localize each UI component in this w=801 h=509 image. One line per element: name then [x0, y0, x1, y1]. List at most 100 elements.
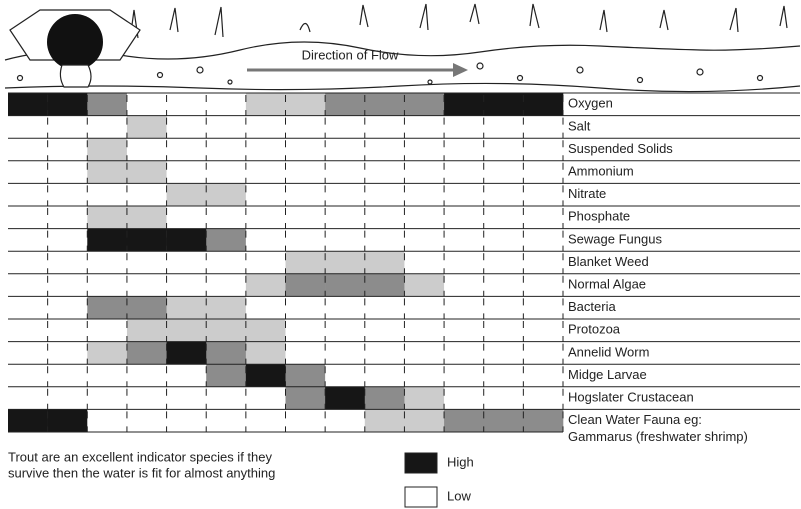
level-cell: [8, 409, 48, 432]
level-cell: [206, 387, 246, 410]
level-cell: [325, 206, 365, 229]
level-cell: [365, 229, 405, 252]
level-cell: [325, 251, 365, 274]
level-cell: [325, 387, 365, 410]
row-label: Midge Larvae: [568, 367, 647, 382]
level-cell: [8, 93, 48, 116]
level-cell: [404, 161, 444, 184]
level-cell: [8, 116, 48, 139]
level-cell: [523, 274, 563, 297]
flow-label: Direction of Flow: [302, 47, 399, 62]
level-cell: [404, 183, 444, 206]
row-label: Ammonium: [568, 164, 634, 179]
level-cell: [286, 138, 326, 161]
level-cell: [523, 93, 563, 116]
level-cell: [286, 409, 326, 432]
level-cell: [87, 206, 127, 229]
level-cell: [127, 206, 167, 229]
level-cell: [365, 183, 405, 206]
level-cell: [127, 409, 167, 432]
level-cell: [523, 319, 563, 342]
level-cell: [484, 116, 524, 139]
note-text: Trout are an excellent indicator species…: [8, 449, 272, 464]
level-cell: [48, 342, 88, 365]
row-label: Blanket Weed: [568, 254, 649, 269]
level-cell: [523, 251, 563, 274]
level-cell: [87, 274, 127, 297]
level-cell: [87, 138, 127, 161]
level-cell: [246, 409, 286, 432]
level-cell: [127, 161, 167, 184]
level-cell: [48, 116, 88, 139]
level-cell: [48, 206, 88, 229]
level-cell: [444, 364, 484, 387]
level-cell: [167, 116, 207, 139]
level-cell: [286, 251, 326, 274]
level-cell: [87, 161, 127, 184]
level-cell: [8, 251, 48, 274]
level-cell: [48, 409, 88, 432]
level-cell: [246, 251, 286, 274]
level-cell: [206, 296, 246, 319]
level-cell: [365, 409, 405, 432]
level-cell: [404, 229, 444, 252]
level-cell: [404, 319, 444, 342]
row-label: Protozoa: [568, 322, 621, 337]
level-cell: [246, 229, 286, 252]
level-cell: [87, 296, 127, 319]
level-cell: [206, 161, 246, 184]
level-cell: [325, 93, 365, 116]
level-cell: [365, 251, 405, 274]
level-cell: [8, 387, 48, 410]
level-cell: [206, 116, 246, 139]
level-cell: [286, 342, 326, 365]
level-cell: [365, 138, 405, 161]
level-cell: [167, 409, 207, 432]
level-cell: [365, 342, 405, 365]
level-cell: [48, 364, 88, 387]
level-cell: [444, 274, 484, 297]
level-cell: [325, 364, 365, 387]
level-cell: [167, 138, 207, 161]
level-cell: [246, 183, 286, 206]
level-cell: [286, 319, 326, 342]
row-label: Salt: [568, 118, 591, 133]
level-cell: [365, 116, 405, 139]
level-cell: [444, 206, 484, 229]
level-cell: [8, 183, 48, 206]
level-cell: [286, 206, 326, 229]
level-cell: [167, 93, 207, 116]
level-cell: [167, 206, 207, 229]
level-cell: [246, 161, 286, 184]
level-cell: [484, 364, 524, 387]
level-cell: [523, 387, 563, 410]
level-cell: [404, 409, 444, 432]
level-cell: [127, 342, 167, 365]
level-cell: [167, 342, 207, 365]
level-cell: [127, 138, 167, 161]
level-cell: [48, 93, 88, 116]
level-cell: [167, 274, 207, 297]
level-cell: [246, 93, 286, 116]
level-cell: [444, 387, 484, 410]
level-cell: [444, 116, 484, 139]
level-cell: [523, 116, 563, 139]
level-cell: [484, 138, 524, 161]
level-cell: [325, 274, 365, 297]
level-cell: [484, 183, 524, 206]
level-cell: [484, 319, 524, 342]
level-cell: [444, 138, 484, 161]
level-cell: [484, 229, 524, 252]
row-label: Oxygen: [568, 96, 613, 111]
level-cell: [167, 161, 207, 184]
level-cell: [206, 138, 246, 161]
level-cell: [87, 342, 127, 365]
level-cell: [8, 206, 48, 229]
level-cell: [167, 364, 207, 387]
row-label: Suspended Solids: [568, 141, 673, 156]
level-cell: [127, 93, 167, 116]
level-cell: [286, 116, 326, 139]
level-cell: [167, 319, 207, 342]
level-cell: [127, 274, 167, 297]
level-cell: [523, 364, 563, 387]
